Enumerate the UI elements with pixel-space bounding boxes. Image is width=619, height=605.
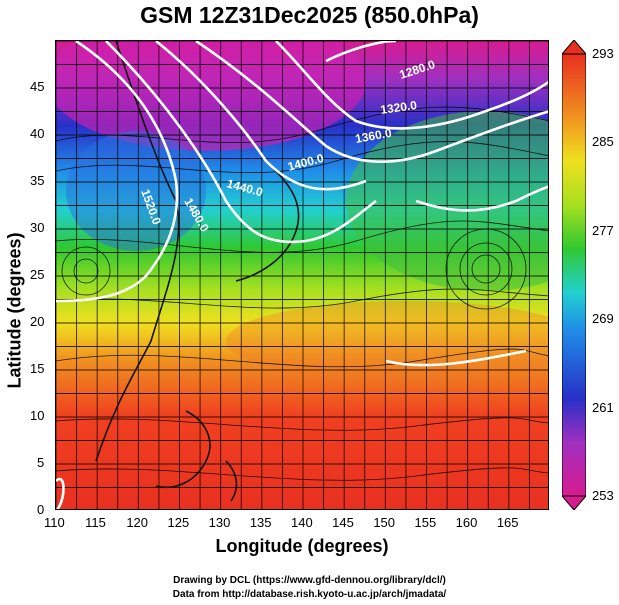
x-tick-label: 145 bbox=[332, 515, 354, 530]
x-axis-label: Longitude (degrees) bbox=[215, 536, 389, 556]
x-tick-label: 120 bbox=[126, 515, 149, 530]
y-tick-label: 30 bbox=[30, 220, 45, 235]
temperature-field-map: 1280.0 1320.0 1360.0 1400.0 1440.0 1480.… bbox=[56, 41, 548, 509]
colorbar-tick-label: 253 bbox=[592, 488, 614, 503]
x-tick-label: 115 bbox=[85, 515, 106, 530]
y-tick-label: 5 bbox=[37, 455, 45, 470]
x-tick-label: 165 bbox=[496, 515, 519, 530]
y-axis-label: Latitude (degrees) bbox=[4, 232, 25, 389]
y-tick-label: 20 bbox=[30, 314, 45, 329]
x-tick-label: 130 bbox=[208, 515, 231, 530]
colorbar-tick-label: 285 bbox=[592, 134, 614, 150]
colorbar bbox=[562, 40, 586, 510]
credit-drawing: Drawing by DCL (https://www.gfd-dennou.o… bbox=[173, 575, 446, 586]
x-tick-label: 125 bbox=[167, 515, 190, 530]
x-tick-label: 140 bbox=[291, 515, 313, 530]
colorbar-tick-label: 269 bbox=[592, 311, 614, 327]
x-tick-label: 110 bbox=[44, 515, 65, 530]
y-tick-label: 10 bbox=[30, 408, 45, 423]
y-tick-label: 25 bbox=[30, 267, 45, 282]
colorbar-tick-label: 261 bbox=[592, 399, 614, 415]
x-tick-label: 160 bbox=[455, 515, 478, 530]
y-tick-label: 0 bbox=[37, 502, 45, 517]
credit-data: Data from http://database.rish.kyoto-u.a… bbox=[172, 589, 447, 600]
contour-label-1360: 1360.0 bbox=[354, 126, 393, 146]
x-tick-label: 135 bbox=[249, 515, 272, 530]
map-title: GSM 12Z31Dec2025 (850.0hPa) bbox=[140, 2, 479, 28]
y-tick-label: 40 bbox=[30, 126, 45, 141]
colorbar-tick-label: 293 bbox=[592, 46, 614, 61]
x-tick-label: 155 bbox=[414, 515, 437, 530]
x-tick-label: 150 bbox=[373, 515, 396, 530]
y-tick-label: 45 bbox=[30, 79, 45, 94]
y-tick-label: 35 bbox=[30, 173, 45, 188]
colorbar-tick-label: 277 bbox=[592, 222, 614, 238]
y-tick-label: 15 bbox=[30, 361, 45, 376]
map-plot-area: 1280.0 1320.0 1360.0 1400.0 1440.0 1480.… bbox=[55, 40, 549, 510]
contour-label-1320: 1320.0 bbox=[379, 98, 418, 117]
